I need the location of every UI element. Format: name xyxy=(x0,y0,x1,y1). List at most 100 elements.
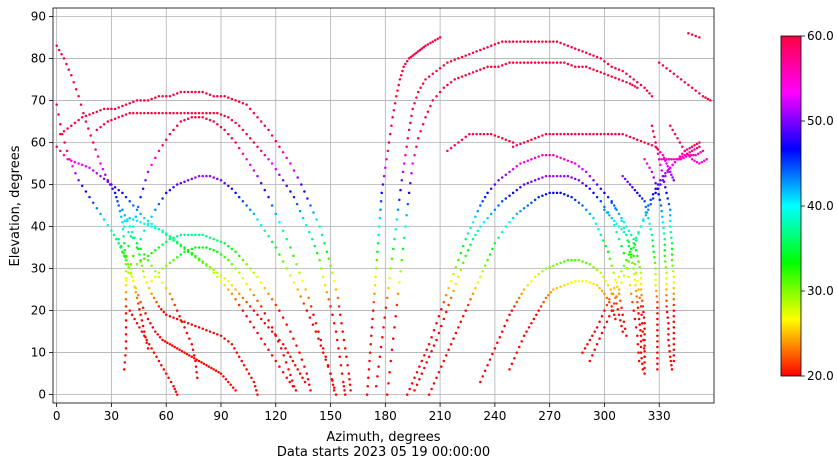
data-point xyxy=(175,111,179,115)
data-point xyxy=(390,257,394,260)
data-point xyxy=(479,225,482,228)
data-point xyxy=(124,291,128,294)
data-point xyxy=(216,111,219,115)
data-point xyxy=(632,237,635,241)
data-point xyxy=(259,305,263,308)
data-point xyxy=(160,363,163,367)
data-point xyxy=(379,208,382,211)
data-point xyxy=(216,250,219,253)
data-point xyxy=(117,237,120,241)
data-point xyxy=(222,375,225,378)
data-point xyxy=(603,59,606,63)
data-point xyxy=(670,173,673,176)
data-point xyxy=(522,288,526,291)
data-point xyxy=(256,299,259,302)
data-point xyxy=(605,211,609,214)
data-point xyxy=(212,368,215,371)
data-point xyxy=(234,141,237,144)
data-point xyxy=(329,305,332,308)
data-point xyxy=(584,208,588,211)
data-point xyxy=(389,267,393,270)
data-point xyxy=(267,195,270,199)
data-point xyxy=(432,328,436,332)
data-point xyxy=(634,239,638,242)
data-point xyxy=(566,159,570,162)
data-point xyxy=(500,137,504,140)
data-point xyxy=(133,236,136,239)
data-point xyxy=(457,141,460,144)
data-point xyxy=(155,355,158,359)
data-point xyxy=(136,205,140,209)
data-point xyxy=(522,183,526,186)
data-point xyxy=(72,80,75,84)
data-point xyxy=(622,226,626,230)
data-point xyxy=(511,145,515,148)
data-point xyxy=(295,263,298,266)
data-point xyxy=(223,94,226,98)
data-point xyxy=(219,94,223,98)
data-point xyxy=(694,89,697,92)
data-point xyxy=(693,159,696,162)
data-point xyxy=(347,372,351,375)
data-point xyxy=(533,198,537,202)
data-point xyxy=(670,258,674,262)
data-point xyxy=(577,258,581,262)
data-point xyxy=(175,317,179,321)
data-points xyxy=(55,31,712,396)
data-point xyxy=(616,307,620,311)
data-point xyxy=(537,272,540,276)
data-point xyxy=(60,132,64,136)
data-point xyxy=(599,57,603,60)
data-point xyxy=(504,225,508,228)
data-point xyxy=(295,202,299,206)
y-tick-label: 90 xyxy=(31,9,46,23)
data-point xyxy=(304,288,307,291)
data-point xyxy=(227,258,230,262)
data-point xyxy=(636,334,639,338)
data-point xyxy=(629,253,633,256)
data-point xyxy=(154,226,157,230)
data-point xyxy=(149,321,152,325)
data-point xyxy=(400,179,404,182)
data-point xyxy=(665,66,668,70)
data-point xyxy=(431,72,435,76)
data-point xyxy=(677,158,680,161)
data-point xyxy=(146,258,150,262)
data-point xyxy=(154,208,157,211)
data-point xyxy=(636,254,639,258)
data-point xyxy=(610,305,613,308)
data-point xyxy=(230,118,234,122)
data-point xyxy=(288,380,292,384)
data-point xyxy=(230,97,234,101)
data-point xyxy=(612,313,616,317)
data-point xyxy=(214,369,218,373)
data-point xyxy=(274,139,278,143)
data-point xyxy=(373,292,376,295)
data-point xyxy=(219,279,223,283)
data-point xyxy=(281,342,285,346)
data-point xyxy=(459,320,463,324)
data-point xyxy=(197,233,201,237)
data-point xyxy=(522,40,526,43)
data-point xyxy=(365,393,369,396)
data-point xyxy=(614,278,617,281)
data-point xyxy=(124,254,128,258)
data-point xyxy=(695,142,699,146)
data-point xyxy=(127,230,130,234)
data-point xyxy=(102,107,106,111)
data-point xyxy=(621,174,624,178)
data-point xyxy=(449,279,453,283)
data-point xyxy=(179,90,183,94)
data-point xyxy=(237,292,241,295)
data-point xyxy=(377,365,380,368)
data-point xyxy=(573,132,577,136)
data-point xyxy=(398,78,402,81)
data-point xyxy=(183,118,186,122)
data-point xyxy=(406,137,410,140)
data-point xyxy=(151,326,155,329)
data-point xyxy=(508,61,511,64)
data-point xyxy=(256,174,259,178)
data-point xyxy=(216,333,219,336)
data-point xyxy=(621,79,624,83)
data-point xyxy=(252,326,256,329)
